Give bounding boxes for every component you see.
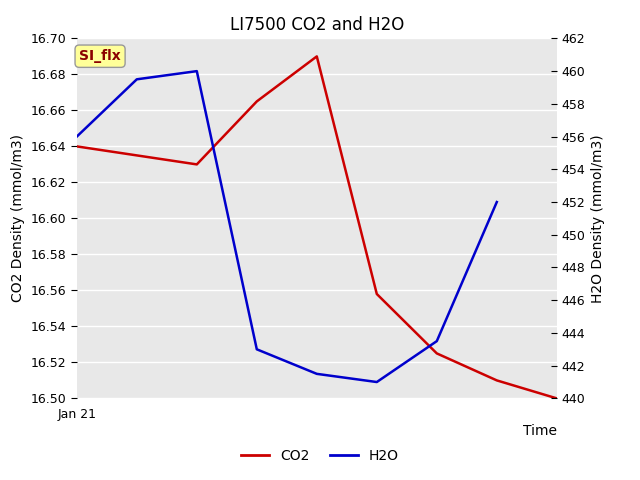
Text: SI_flx: SI_flx	[79, 49, 121, 63]
Text: Time: Time	[523, 423, 557, 438]
Y-axis label: H2O Density (mmol/m3): H2O Density (mmol/m3)	[591, 134, 605, 303]
Title: LI7500 CO2 and H2O: LI7500 CO2 and H2O	[230, 16, 404, 34]
Y-axis label: CO2 Density (mmol/m3): CO2 Density (mmol/m3)	[11, 134, 25, 302]
Legend: CO2, H2O: CO2, H2O	[236, 443, 404, 468]
